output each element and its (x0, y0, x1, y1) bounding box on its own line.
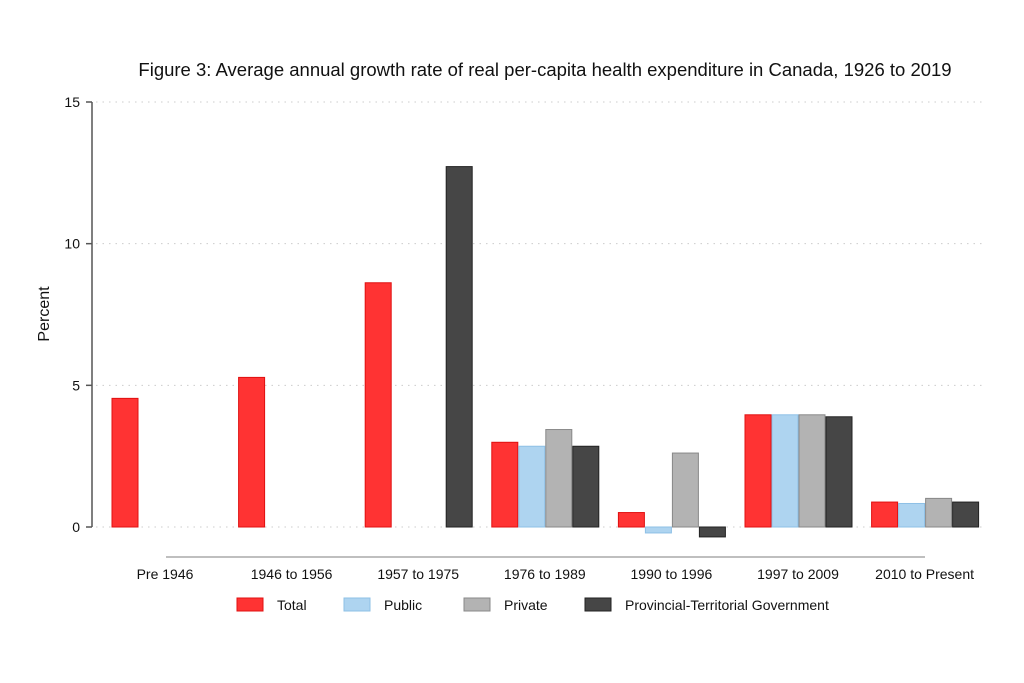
bar-total-6 (871, 501, 899, 528)
bar-total-1 (238, 376, 266, 528)
bar-total-5 (744, 414, 772, 528)
chart-title: Figure 3: Average annual growth rate of … (138, 59, 951, 80)
y-tick-label: 10 (64, 236, 80, 252)
y-tick-label: 15 (64, 94, 80, 110)
legend-label: Provincial-Territorial Government (625, 597, 829, 613)
bar-total-0 (111, 397, 139, 528)
bar-total-2 (364, 282, 392, 528)
legend-swatch-0 (236, 597, 264, 612)
bar-provincial-territorial-government-2 (445, 166, 473, 528)
bar-public-6 (898, 502, 926, 528)
y-tick-label: 0 (72, 519, 80, 535)
bar-provincial-territorial-government-5 (825, 416, 853, 528)
x-tick-label: 2010 to Present (875, 566, 974, 582)
bar-public-3 (518, 445, 546, 528)
legend-label: Public (384, 597, 422, 613)
x-tick-label: 1997 to 2009 (757, 566, 839, 582)
legend-label: Total (277, 597, 307, 613)
bar-provincial-territorial-government-3 (572, 445, 600, 528)
x-tick-label: 1976 to 1989 (504, 566, 586, 582)
y-axis-label: Percent (36, 286, 53, 342)
bar-private-4 (671, 452, 699, 528)
x-tick-label: 1957 to 1975 (377, 566, 459, 582)
legend-label: Private (504, 597, 548, 613)
bar-public-5 (771, 414, 799, 528)
x-tick-label: 1990 to 1996 (631, 566, 713, 582)
x-tick-label: 1946 to 1956 (251, 566, 333, 582)
bar-private-3 (545, 429, 573, 528)
y-tick-label: 5 (72, 377, 80, 393)
bar-private-5 (798, 414, 826, 528)
legend-swatch-1 (343, 597, 371, 612)
bar-provincial-territorial-government-6 (952, 501, 980, 528)
bar-total-3 (491, 441, 519, 528)
bar-public-4 (644, 526, 672, 534)
legend-swatch-3 (584, 597, 612, 612)
bar-private-6 (925, 497, 953, 528)
legend-swatch-2 (463, 597, 491, 612)
bar-total-4 (617, 512, 645, 528)
x-tick-label: Pre 1946 (137, 566, 194, 582)
bar-provincial-territorial-government-4 (698, 526, 726, 538)
